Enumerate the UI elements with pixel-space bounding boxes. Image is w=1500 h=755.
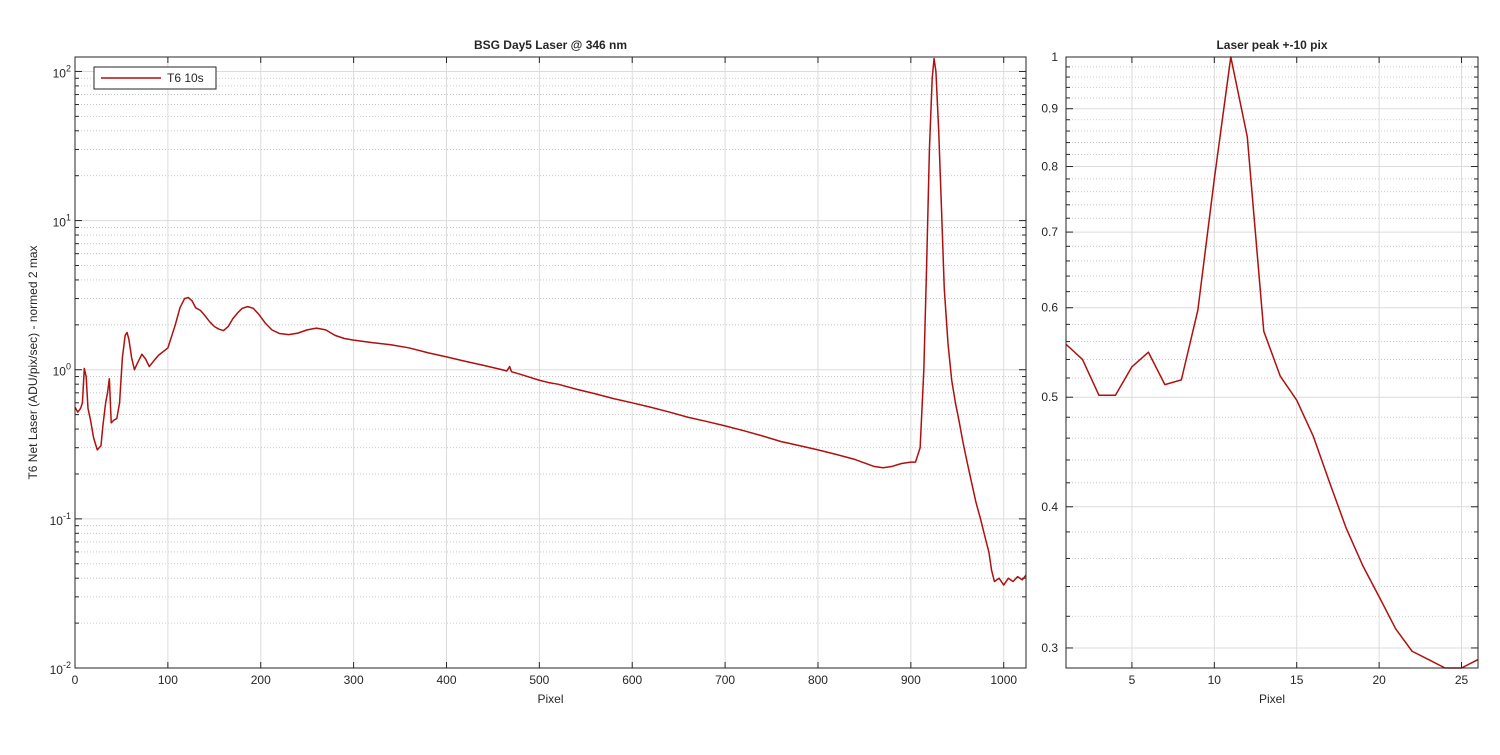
legend: T6 10s bbox=[93, 66, 217, 90]
main-plot-grid bbox=[74, 57, 1026, 669]
peak-plot-y-tick-label: 0.7 bbox=[1041, 225, 1058, 239]
main-plot-y-tick-label: 101 bbox=[53, 213, 71, 230]
main-plot-x-tick-label: 1000 bbox=[990, 673, 1017, 687]
main-plot-x-tick-label: 900 bbox=[901, 673, 921, 687]
peak-plot-grid bbox=[1066, 56, 1478, 668]
main-plot-x-tick-label: 0 bbox=[72, 673, 79, 687]
main-plot-y-tick-label: 102 bbox=[53, 63, 71, 80]
peak-series-line bbox=[1065, 56, 1479, 669]
peak-plot-ticks: 5 10 15 20 25 0.3 0.4 0.5 0.6 0.7 0.8 0.9 1 bbox=[1041, 50, 1478, 687]
peak-plot-y-tick-label: 0.5 bbox=[1041, 390, 1058, 404]
series-line-t6-10s bbox=[74, 57, 1027, 586]
main-plot-x-tick-label: 100 bbox=[158, 673, 178, 687]
main-plot-x-tick-label: 400 bbox=[436, 673, 456, 687]
main-plot-frame bbox=[74, 56, 1027, 669]
main-plot-y-tick-label: 10-1 bbox=[50, 511, 71, 528]
peak-plot-frame bbox=[1065, 56, 1479, 669]
peak-plot-y-tick-label: 0.6 bbox=[1041, 301, 1058, 315]
main-plot-x-tick-label: 200 bbox=[251, 673, 271, 687]
main-plot-x-tick-label: 500 bbox=[529, 673, 549, 687]
main-plot-x-tick-label: 700 bbox=[715, 673, 735, 687]
peak-plot-y-tick-label: 0.9 bbox=[1041, 102, 1058, 116]
peak-plot-y-tick-label: 0.8 bbox=[1041, 160, 1058, 174]
peak-zoom-plot: 5 10 15 20 25 0.3 0.4 0.5 0.6 0.7 0.8 0.9 1 Laser pe… bbox=[1041, 38, 1479, 706]
main-plot-ticks: 0 100 200 300 400 500 600 700 800 900 1000 10-2 10-1… bbox=[50, 57, 1026, 687]
main-plot-x-tick-label: 600 bbox=[622, 673, 642, 687]
peak-plot-x-axis-label: Pixel bbox=[1259, 692, 1285, 706]
main-plot-x-tick-label: 800 bbox=[808, 673, 828, 687]
main-plot-x-axis-label: Pixel bbox=[537, 692, 563, 706]
peak-plot-series bbox=[1065, 56, 1479, 669]
peak-plot-x-tick-label: 15 bbox=[1290, 673, 1304, 687]
legend-label: T6 10s bbox=[167, 71, 204, 85]
main-plot-y-axis-label: T6 Net Laser (ADU/pix/sec) - normed 2 ma… bbox=[26, 245, 40, 479]
peak-plot-x-tick-label: 25 bbox=[1455, 673, 1469, 687]
peak-plot-x-tick-label: 5 bbox=[1129, 673, 1136, 687]
peak-plot-x-tick-label: 10 bbox=[1208, 673, 1222, 687]
main-plot-y-tick-label: 10-2 bbox=[50, 660, 71, 677]
main-plot-series bbox=[74, 57, 1027, 586]
main-plot-title: BSG Day5 Laser @ 346 nm bbox=[474, 38, 627, 52]
peak-plot-y-tick-label: 1 bbox=[1051, 50, 1058, 64]
peak-plot-y-tick-label: 0.4 bbox=[1041, 500, 1058, 514]
main-spectrum-plot: 0 100 200 300 400 500 600 700 800 900 1000 10-2 10-1… bbox=[26, 38, 1027, 706]
peak-plot-title: Laser peak +-10 pix bbox=[1216, 38, 1327, 52]
main-plot-y-tick-label: 100 bbox=[53, 362, 71, 379]
main-plot-x-tick-label: 300 bbox=[344, 673, 364, 687]
peak-plot-x-tick-label: 20 bbox=[1372, 673, 1386, 687]
peak-plot-y-tick-label: 0.3 bbox=[1041, 641, 1058, 655]
